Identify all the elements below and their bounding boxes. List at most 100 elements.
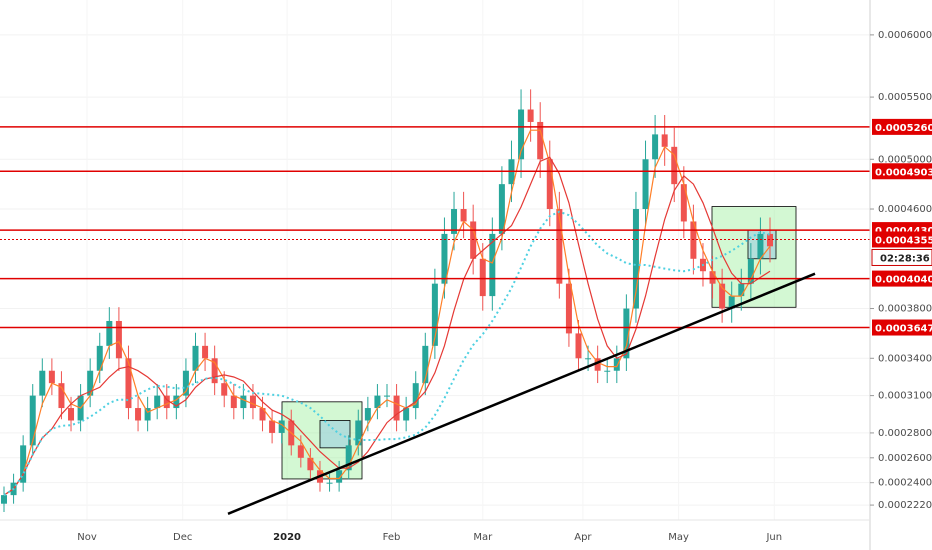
candle-body — [661, 134, 668, 147]
level-badge: 0.00049036 — [875, 167, 932, 178]
candle-body — [613, 358, 620, 371]
ma-slow-line — [3, 156, 771, 496]
countdown-label: 02:28:36 — [880, 253, 930, 264]
candle-body — [68, 408, 75, 421]
candle-body — [230, 395, 237, 409]
candle-body — [518, 109, 525, 160]
candle-body — [154, 395, 161, 409]
candle-body — [48, 370, 55, 384]
candle-body — [364, 408, 371, 421]
candle-body — [537, 121, 544, 160]
candle-body — [757, 233, 764, 259]
candle-body — [623, 308, 630, 359]
candle-body — [431, 283, 438, 346]
candle-body — [39, 370, 46, 396]
x-tick-label: Mar — [473, 532, 493, 543]
candle-body — [29, 395, 36, 446]
level-badge: 0.00036474 — [875, 324, 932, 335]
trendline — [227, 272, 816, 515]
candle-body — [278, 420, 285, 433]
candle-body — [355, 420, 362, 446]
candle-body — [565, 283, 572, 334]
candle-body — [738, 283, 745, 297]
candle-body — [1, 495, 7, 504]
candle-body — [412, 383, 419, 409]
candle-body — [192, 345, 199, 371]
candle-body — [422, 345, 429, 384]
y-tick-label: 0.00022200 — [878, 500, 932, 511]
time-axis: Nov Dec 2020 Feb Mar Apr May Jun — [77, 532, 782, 543]
candle-body — [173, 395, 180, 409]
x-tick-label: May — [668, 532, 689, 543]
price-badges: 0.000526040.000490360.000443060.00040408… — [871, 118, 932, 336]
candle-body — [652, 134, 659, 160]
candle-body — [690, 221, 697, 259]
candle-body — [307, 457, 314, 471]
candle-body — [479, 258, 486, 297]
candle-body — [269, 420, 276, 433]
candle-body — [709, 271, 716, 284]
candle-body — [585, 358, 592, 360]
level-badge-bg — [872, 319, 932, 336]
candle-body — [546, 159, 553, 210]
candle-body — [115, 320, 122, 359]
candle-body — [163, 395, 170, 409]
candle-body — [96, 345, 103, 371]
candle-body — [259, 408, 266, 421]
ma-fast-line — [3, 129, 771, 496]
candle-body — [594, 358, 601, 371]
x-tick-label: Jun — [765, 532, 782, 543]
candle-body — [326, 482, 333, 484]
x-tick-label: Dec — [173, 532, 192, 543]
candle-body — [144, 408, 151, 421]
current-price-badge-bg — [872, 231, 932, 248]
ma-long-line — [3, 210, 771, 496]
candle-body — [182, 370, 189, 396]
candle-body — [20, 445, 27, 483]
candle-body — [604, 370, 611, 372]
level-badge: 0.00040408 — [875, 275, 932, 286]
level-badge: 0.00052604 — [875, 123, 932, 134]
candle-body — [58, 383, 65, 409]
candle-body — [470, 221, 477, 259]
candle-body — [87, 370, 94, 396]
candle-body — [680, 184, 687, 222]
candle-body — [489, 233, 496, 297]
level-badge-bg — [872, 270, 932, 287]
x-tick-label: Feb — [383, 532, 401, 543]
candle-body — [249, 395, 256, 409]
candle-body — [527, 109, 534, 122]
candle-body — [632, 209, 639, 309]
candle-body — [106, 320, 113, 346]
x-tick-label: 2020 — [273, 532, 301, 543]
candle-body — [202, 345, 209, 359]
candle-body — [642, 159, 649, 210]
horizontal-levels — [0, 126, 870, 329]
countdown-bg — [871, 248, 932, 266]
candle-body — [336, 470, 343, 483]
candle-body — [671, 146, 678, 185]
x-tick-label: Apr — [574, 532, 592, 543]
candle-body — [498, 184, 505, 234]
x-tick-label: Nov — [77, 532, 97, 543]
zone-box — [319, 420, 351, 449]
candle-body — [728, 296, 735, 309]
candle-body — [747, 258, 754, 284]
candle-body — [719, 283, 726, 309]
candle-body — [125, 358, 132, 409]
candle-body — [384, 395, 390, 397]
candle-body — [135, 408, 142, 421]
candle-body — [374, 395, 381, 409]
candle-body — [240, 395, 247, 409]
